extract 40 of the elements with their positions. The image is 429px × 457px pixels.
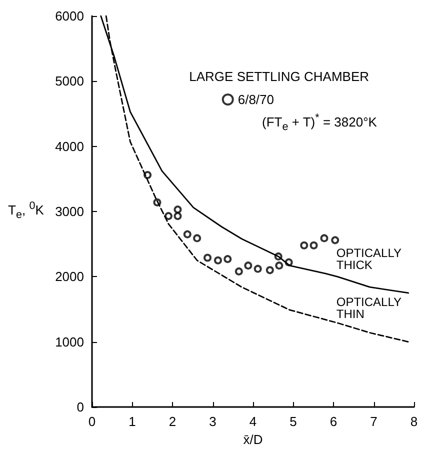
point (174, 212, 182, 220)
annotation: (FT$_{e}$ + T)$^{*}$ = 3820°K (262, 112, 377, 133)
point (193, 234, 202, 242)
point (234, 267, 243, 276)
point (266, 266, 274, 274)
point (331, 236, 340, 244)
point (214, 256, 222, 264)
point (183, 230, 192, 238)
series-label: OPTICALLY THIN (336, 294, 405, 321)
legend-title: LARGE SETTLING CHAMBER (189, 69, 370, 84)
y-tick-label: 1000 (55, 334, 84, 350)
y-tick-label: 5000 (55, 74, 84, 89)
y-tick-label: 0 (76, 400, 84, 414)
series-label: OPTICALLY THICK (336, 246, 405, 272)
y-axis-title: T$_{e}$, $^{0}$K (8, 200, 44, 221)
x-tick-label: 3 (209, 414, 216, 429)
y-tick-label: 6000 (55, 8, 84, 24)
x-tick-label: 4 (249, 414, 257, 429)
x-tick-label: 5 (290, 414, 297, 429)
x-tick-label: 1 (128, 414, 136, 429)
y-tick-label: 4000 (55, 138, 84, 154)
point (275, 262, 284, 270)
x-tick-label: 7 (370, 414, 378, 429)
point (310, 241, 318, 250)
point (300, 241, 308, 250)
point (244, 262, 252, 270)
point (204, 254, 212, 262)
point (254, 264, 262, 273)
legend-label: 6/8/70 (238, 92, 274, 107)
point (224, 255, 232, 264)
x-tick-label: 0 (88, 414, 96, 429)
x-tick-label: 8 (410, 414, 418, 429)
y-tick-label: 3000 (55, 204, 84, 219)
x-tick-label: 6 (330, 414, 338, 429)
point (164, 212, 172, 220)
y-tick-label: 2000 (55, 269, 84, 284)
point (174, 206, 182, 214)
point (320, 234, 328, 242)
x-axis-title: x̄/D (243, 432, 263, 447)
x-tick-label: 2 (168, 414, 176, 429)
